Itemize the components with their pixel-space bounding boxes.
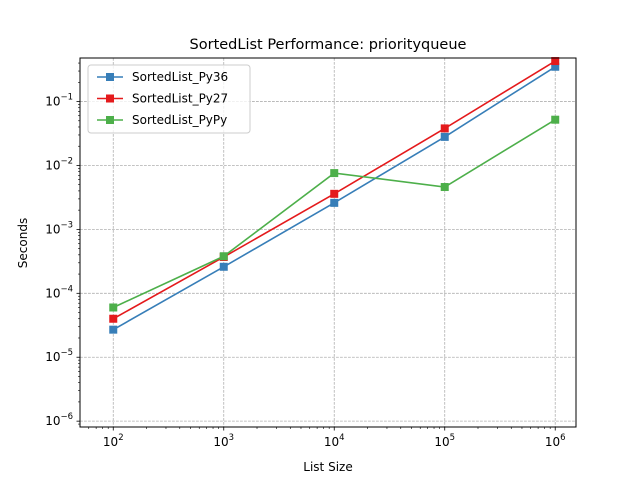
legend-marker — [106, 94, 114, 103]
y-tick-label: 10−5 — [45, 348, 73, 364]
legend-label: SortedList_PyPy — [132, 113, 227, 127]
data-point — [440, 183, 449, 192]
data-point — [330, 169, 339, 178]
y-tick-label: 10−2 — [45, 156, 73, 172]
x-tick-label: 102 — [103, 433, 124, 449]
y-tick-label: 10−6 — [45, 412, 73, 428]
legend-label: SortedList_Py36 — [132, 70, 228, 84]
legend: SortedList_Py36 SortedList_Py27 SortedList… — [87, 64, 251, 134]
x-tick-label: 105 — [434, 433, 455, 449]
legend-marker — [106, 73, 114, 81]
x-tick-label: 103 — [213, 433, 234, 449]
x-tick-label: 106 — [545, 433, 566, 449]
data-point — [551, 115, 560, 124]
tick-layer: 102 103 104 105 106 10−6 10−5 10−4 10−3 10−2 10−1 — [45, 62, 566, 449]
x-tick-label: 104 — [324, 433, 345, 449]
data-point — [551, 62, 560, 71]
data-point — [330, 198, 339, 207]
data-point — [440, 124, 449, 133]
data-point — [109, 314, 118, 323]
plot-area — [79, 57, 577, 428]
data-point — [551, 57, 560, 66]
chart-title: SortedList Performance: priorityqueue — [190, 37, 467, 53]
series-layer — [109, 57, 560, 334]
y-tick-label: 10−3 — [45, 220, 73, 236]
y-tick-label: 10−1 — [45, 93, 73, 109]
legend-label: SortedList_Py27 — [132, 92, 228, 106]
data-point — [219, 252, 228, 261]
y-axis-label: Seconds — [16, 218, 30, 268]
data-point — [219, 262, 228, 271]
data-point — [440, 132, 449, 141]
x-axis-label: List Size — [303, 460, 352, 474]
data-point — [109, 325, 118, 334]
legend-box — [87, 64, 251, 134]
legend-marker — [106, 116, 114, 124]
data-point — [330, 189, 339, 198]
data-point — [109, 303, 118, 312]
y-tick-label: 10−4 — [45, 284, 73, 300]
